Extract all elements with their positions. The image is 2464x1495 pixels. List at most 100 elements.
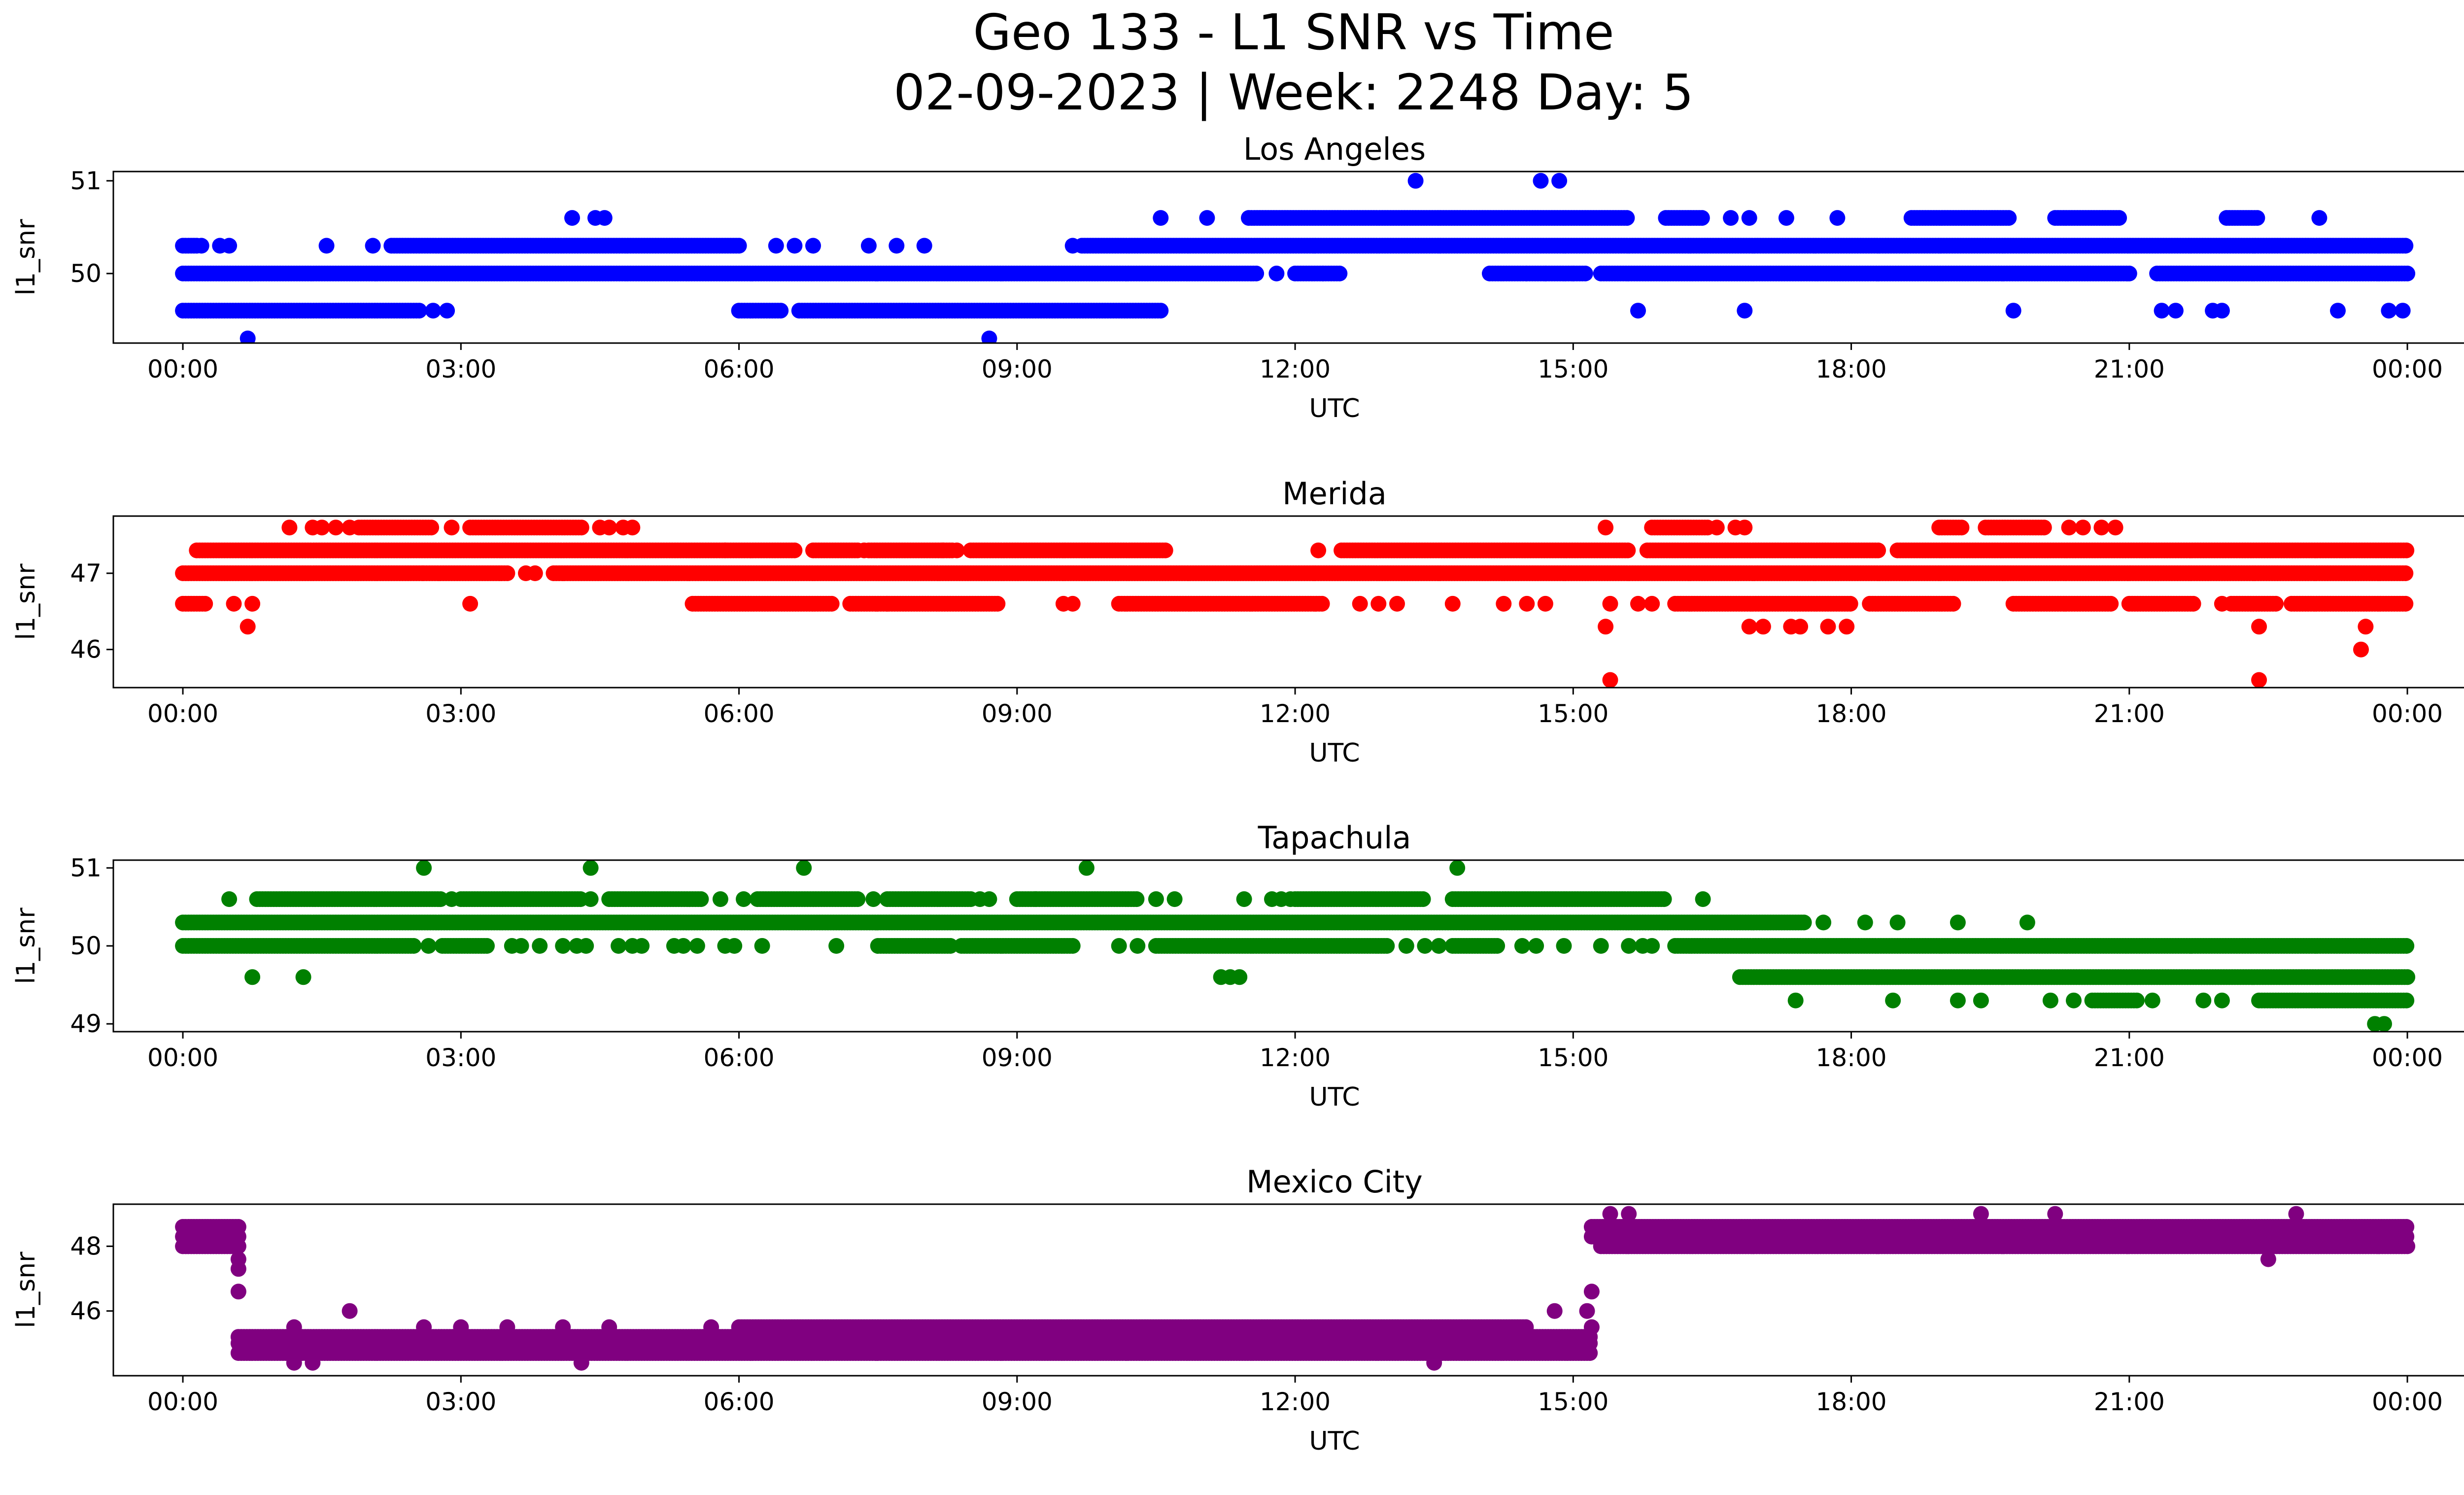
data-point xyxy=(1792,619,1809,635)
data-point xyxy=(1787,992,1804,1008)
data-point xyxy=(754,938,770,954)
figure-title-line1: Geo 133 - L1 SNR vs Time xyxy=(973,3,1614,61)
x-tick-label: 21:00 xyxy=(2094,355,2165,383)
data-point xyxy=(1870,542,1886,558)
data-point xyxy=(342,520,358,536)
data-point xyxy=(1973,992,1989,1008)
data-point xyxy=(2251,672,2267,688)
data-point xyxy=(479,938,495,954)
data-point xyxy=(1644,595,1660,612)
data-point xyxy=(2075,520,2091,536)
data-point xyxy=(2121,265,2137,281)
y-axis-label: l1_snr xyxy=(11,219,41,296)
data-point xyxy=(1630,303,1646,319)
data-point xyxy=(856,542,872,558)
data-point xyxy=(411,303,427,319)
data-point xyxy=(240,330,256,343)
y-tick-label: 51 xyxy=(70,167,102,195)
data-point xyxy=(1157,542,1173,558)
data-point xyxy=(2398,938,2415,954)
data-point xyxy=(1619,210,1635,226)
data-point xyxy=(2144,992,2160,1008)
data-point xyxy=(2107,520,2123,536)
data-point xyxy=(2330,303,2346,319)
x-tick-label: 00:00 xyxy=(2372,699,2443,728)
data-point xyxy=(2214,992,2230,1008)
data-point xyxy=(2397,238,2414,254)
data-point xyxy=(1737,520,1753,536)
data-point xyxy=(1602,672,1618,688)
data-point xyxy=(1489,938,1506,954)
x-tick-label: 09:00 xyxy=(982,699,1053,728)
data-point xyxy=(1630,595,1646,612)
x-tick-label: 12:00 xyxy=(1260,699,1331,728)
data-point xyxy=(1398,938,1414,954)
data-point xyxy=(1407,173,1424,189)
data-point xyxy=(2214,303,2230,319)
x-tick-label: 00:00 xyxy=(147,699,218,728)
data-point xyxy=(942,938,958,954)
data-point xyxy=(879,595,895,612)
data-point xyxy=(1755,619,1771,635)
subplot-title: Merida xyxy=(1282,476,1387,512)
x-tick-label: 18:00 xyxy=(1816,355,1887,383)
data-point xyxy=(564,210,580,226)
data-point xyxy=(773,303,789,319)
data-point xyxy=(2185,595,2201,612)
plot-frame xyxy=(112,515,2464,689)
data-point xyxy=(328,520,344,536)
data-point xyxy=(1556,938,1572,954)
data-point xyxy=(2353,641,2369,658)
data-point xyxy=(462,595,479,612)
y-axis-label: l1_snr xyxy=(11,563,41,640)
data-point xyxy=(423,520,440,536)
data-point xyxy=(1839,619,1855,635)
data-point xyxy=(555,938,571,954)
data-point xyxy=(1514,938,1530,954)
data-point xyxy=(916,238,932,254)
x-axis-label: UTC xyxy=(1309,394,1360,423)
data-point xyxy=(573,520,589,536)
scatter-series xyxy=(175,520,2415,688)
data-point xyxy=(1496,595,1512,612)
data-point xyxy=(193,238,209,254)
data-point xyxy=(2154,303,2170,319)
data-point xyxy=(1598,520,1614,536)
data-point xyxy=(1232,969,1248,985)
data-point xyxy=(935,542,951,558)
data-point xyxy=(2195,992,2212,1008)
data-point xyxy=(1352,595,1368,612)
x-tick-label: 06:00 xyxy=(704,355,775,383)
data-point xyxy=(768,238,784,254)
data-point xyxy=(221,238,238,254)
data-point xyxy=(2066,992,2082,1008)
data-point xyxy=(805,238,821,254)
data-point xyxy=(406,938,422,954)
data-point xyxy=(726,938,743,954)
data-point xyxy=(2358,619,2374,635)
x-tick-label: 12:00 xyxy=(1260,355,1331,383)
data-point xyxy=(1153,210,1169,226)
data-point xyxy=(1310,542,1327,558)
data-point xyxy=(1741,619,1757,635)
data-point xyxy=(365,238,381,254)
figure-title-line2: 02-09-2023 | Week: 2248 Day: 5 xyxy=(893,64,1693,121)
x-tick-label: 00:00 xyxy=(2372,355,2443,383)
data-point xyxy=(2398,542,2415,558)
data-point xyxy=(1537,595,1553,612)
data-point xyxy=(1431,938,1447,954)
data-point xyxy=(1620,542,1636,558)
x-tick-label: 15:00 xyxy=(1538,355,1608,383)
data-point xyxy=(244,969,261,985)
data-point xyxy=(226,595,242,612)
data-point xyxy=(1953,520,1970,536)
subplot-title: Tapachula xyxy=(1258,820,1411,856)
data-point xyxy=(2103,595,2119,612)
data-point xyxy=(425,303,441,319)
data-point xyxy=(1593,938,1609,954)
data-point xyxy=(2042,992,2058,1008)
data-point xyxy=(601,520,617,536)
